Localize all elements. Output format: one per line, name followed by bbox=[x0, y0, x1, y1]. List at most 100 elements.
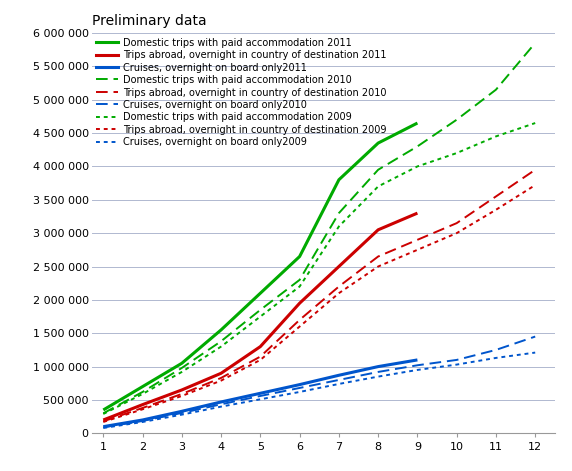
Trips abroad, overnight in country of destination 2010 bbox=[335, 284, 342, 289]
Domestic trips with paid accommodation 2011 bbox=[257, 290, 264, 296]
Trips abroad, overnight in country of destination 2009 bbox=[178, 393, 185, 399]
Cruises, overnight on board only2011 bbox=[296, 382, 303, 388]
Cruises, overnight on board only2011 bbox=[414, 357, 421, 363]
Line: Domestic trips with paid accommodation 2011: Domestic trips with paid accommodation 2… bbox=[104, 123, 418, 410]
Domestic trips with paid accommodation 2009 bbox=[492, 134, 499, 139]
Trips abroad, overnight in country of destination 2009 bbox=[453, 230, 460, 236]
Cruises, overnight on board only2009 bbox=[414, 367, 421, 373]
Domestic trips with paid accommodation 2010 bbox=[139, 389, 146, 395]
Trips abroad, overnight in country of destination 2010 bbox=[492, 194, 499, 199]
Trips abroad, overnight in country of destination 2009 bbox=[218, 378, 225, 383]
Domestic trips with paid accommodation 2009 bbox=[257, 314, 264, 319]
Domestic trips with paid accommodation 2010 bbox=[532, 40, 539, 46]
Cruises, overnight on board only2010 bbox=[296, 385, 303, 391]
Domestic trips with paid accommodation 2010 bbox=[257, 307, 264, 313]
Cruises, overnight on board only2010 bbox=[218, 401, 225, 407]
Line: Domestic trips with paid accommodation 2009: Domestic trips with paid accommodation 2… bbox=[104, 123, 535, 414]
Domestic trips with paid accommodation 2010 bbox=[335, 210, 342, 216]
Domestic trips with paid accommodation 2011 bbox=[100, 407, 107, 413]
Cruises, overnight on board only2010 bbox=[100, 424, 107, 430]
Domestic trips with paid accommodation 2010 bbox=[178, 365, 185, 371]
Trips abroad, overnight in country of destination 2011 bbox=[139, 402, 146, 407]
Trips abroad, overnight in country of destination 2009 bbox=[335, 290, 342, 296]
Domestic trips with paid accommodation 2010 bbox=[492, 87, 499, 92]
Cruises, overnight on board only2009 bbox=[532, 350, 539, 356]
Trips abroad, overnight in country of destination 2010 bbox=[100, 419, 107, 424]
Trips abroad, overnight in country of destination 2010 bbox=[257, 354, 264, 359]
Trips abroad, overnight in country of destination 2009 bbox=[375, 264, 382, 269]
Cruises, overnight on board only2009 bbox=[335, 381, 342, 387]
Trips abroad, overnight in country of destination 2009 bbox=[296, 324, 303, 329]
Cruises, overnight on board only2010 bbox=[335, 377, 342, 383]
Domestic trips with paid accommodation 2010 bbox=[453, 117, 460, 122]
Trips abroad, overnight in country of destination 2010 bbox=[139, 405, 146, 411]
Domestic trips with paid accommodation 2010 bbox=[296, 277, 303, 283]
Trips abroad, overnight in country of destination 2011 bbox=[375, 227, 382, 233]
Trips abroad, overnight in country of destination 2010 bbox=[218, 375, 225, 381]
Trips abroad, overnight in country of destination 2011 bbox=[257, 344, 264, 349]
Cruises, overnight on board only2011 bbox=[257, 390, 264, 396]
Domestic trips with paid accommodation 2011 bbox=[335, 177, 342, 183]
Trips abroad, overnight in country of destination 2010 bbox=[178, 391, 185, 397]
Trips abroad, overnight in country of destination 2011 bbox=[218, 370, 225, 376]
Cruises, overnight on board only2009 bbox=[492, 355, 499, 361]
Trips abroad, overnight in country of destination 2009 bbox=[100, 419, 107, 425]
Cruises, overnight on board only2010 bbox=[257, 393, 264, 399]
Line: Trips abroad, overnight in country of destination 2009: Trips abroad, overnight in country of de… bbox=[104, 185, 535, 422]
Cruises, overnight on board only2011 bbox=[100, 424, 107, 430]
Cruises, overnight on board only2010 bbox=[375, 369, 382, 375]
Line: Cruises, overnight on board only2011: Cruises, overnight on board only2011 bbox=[104, 360, 418, 427]
Domestic trips with paid accommodation 2009 bbox=[139, 391, 146, 397]
Trips abroad, overnight in country of destination 2009 bbox=[414, 247, 421, 252]
Cruises, overnight on board only2010 bbox=[414, 363, 421, 368]
Domestic trips with paid accommodation 2009 bbox=[532, 120, 539, 126]
Cruises, overnight on board only2009 bbox=[453, 362, 460, 367]
Line: Trips abroad, overnight in country of destination 2010: Trips abroad, overnight in country of de… bbox=[104, 170, 535, 422]
Domestic trips with paid accommodation 2009 bbox=[414, 163, 421, 169]
Domestic trips with paid accommodation 2009 bbox=[453, 150, 460, 156]
Domestic trips with paid accommodation 2011 bbox=[218, 327, 225, 333]
Domestic trips with paid accommodation 2009 bbox=[296, 284, 303, 289]
Trips abroad, overnight in country of destination 2010 bbox=[296, 317, 303, 323]
Domestic trips with paid accommodation 2010 bbox=[100, 411, 107, 416]
Trips abroad, overnight in country of destination 2010 bbox=[453, 220, 460, 226]
Trips abroad, overnight in country of destination 2011 bbox=[414, 210, 421, 216]
Domestic trips with paid accommodation 2011 bbox=[414, 120, 421, 126]
Trips abroad, overnight in country of destination 2009 bbox=[532, 182, 539, 188]
Line: Domestic trips with paid accommodation 2010: Domestic trips with paid accommodation 2… bbox=[104, 43, 535, 414]
Domestic trips with paid accommodation 2011 bbox=[375, 140, 382, 146]
Trips abroad, overnight in country of destination 2011 bbox=[100, 417, 107, 423]
Cruises, overnight on board only2011 bbox=[139, 417, 146, 423]
Trips abroad, overnight in country of destination 2011 bbox=[178, 387, 185, 393]
Domestic trips with paid accommodation 2011 bbox=[139, 384, 146, 390]
Cruises, overnight on board only2010 bbox=[532, 334, 539, 340]
Text: Preliminary data: Preliminary data bbox=[92, 14, 206, 28]
Cruises, overnight on board only2011 bbox=[375, 364, 382, 369]
Domestic trips with paid accommodation 2011 bbox=[296, 254, 303, 260]
Trips abroad, overnight in country of destination 2010 bbox=[532, 167, 539, 172]
Domestic trips with paid accommodation 2010 bbox=[218, 338, 225, 344]
Cruises, overnight on board only2010 bbox=[453, 357, 460, 363]
Domestic trips with paid accommodation 2009 bbox=[335, 224, 342, 229]
Cruises, overnight on board only2009 bbox=[139, 419, 146, 425]
Trips abroad, overnight in country of destination 2010 bbox=[375, 254, 382, 260]
Cruises, overnight on board only2010 bbox=[178, 410, 185, 416]
Domestic trips with paid accommodation 2009 bbox=[100, 411, 107, 417]
Cruises, overnight on board only2009 bbox=[218, 404, 225, 409]
Line: Cruises, overnight on board only2010: Cruises, overnight on board only2010 bbox=[104, 337, 535, 427]
Domestic trips with paid accommodation 2009 bbox=[218, 344, 225, 349]
Cruises, overnight on board only2009 bbox=[257, 397, 264, 402]
Trips abroad, overnight in country of destination 2009 bbox=[139, 406, 146, 412]
Trips abroad, overnight in country of destination 2010 bbox=[414, 237, 421, 243]
Cruises, overnight on board only2010 bbox=[139, 418, 146, 424]
Domestic trips with paid accommodation 2009 bbox=[178, 369, 185, 375]
Cruises, overnight on board only2011 bbox=[218, 399, 225, 405]
Domestic trips with paid accommodation 2009 bbox=[375, 184, 382, 189]
Cruises, overnight on board only2011 bbox=[178, 408, 185, 414]
Cruises, overnight on board only2009 bbox=[296, 389, 303, 395]
Domestic trips with paid accommodation 2011 bbox=[178, 360, 185, 366]
Domestic trips with paid accommodation 2010 bbox=[375, 167, 382, 172]
Trips abroad, overnight in country of destination 2009 bbox=[257, 357, 264, 363]
Trips abroad, overnight in country of destination 2009 bbox=[492, 207, 499, 212]
Line: Cruises, overnight on board only2009: Cruises, overnight on board only2009 bbox=[104, 353, 535, 428]
